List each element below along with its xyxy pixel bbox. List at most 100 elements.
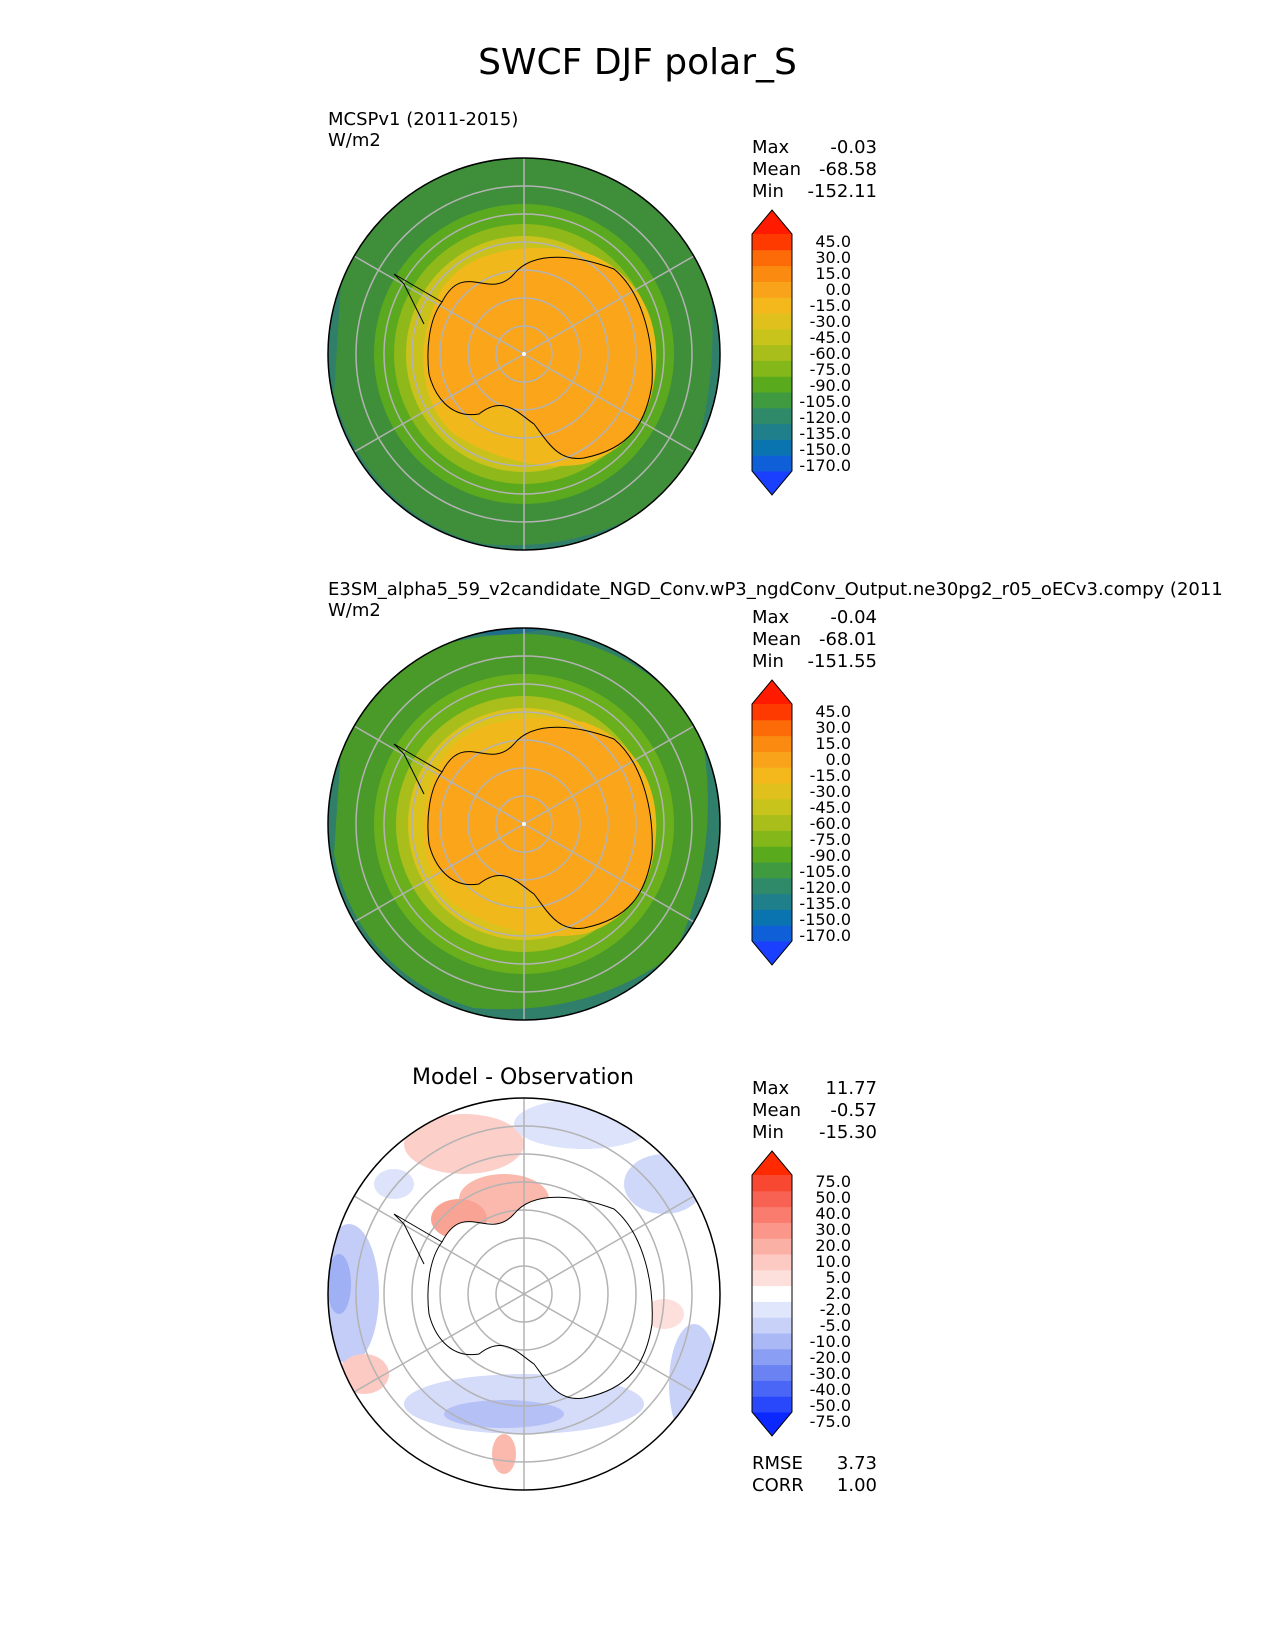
colorbar-swatch (752, 1364, 792, 1381)
min-value: -151.55 (807, 651, 877, 672)
colorbar-swatch (752, 1222, 792, 1239)
colorbar-swatch (752, 846, 792, 863)
panel-3-metrics: RMSE 3.73 CORR 1.00 (752, 1453, 877, 1497)
colorbar-tick-label: -75.0 (809, 1412, 851, 1431)
max-value: -0.04 (830, 607, 877, 628)
max-value: -0.03 (830, 137, 877, 158)
panel-2-stats: Max -0.04 Mean -68.01 Min -151.55 (752, 607, 877, 673)
colorbar-tick-label: -45.0 (809, 328, 851, 347)
panel-2-units: W/m2 (328, 600, 381, 621)
colorbar-swatch (752, 767, 792, 784)
colorbar-swatch (752, 328, 792, 346)
colorbar-tick-label: -15.0 (809, 296, 851, 315)
colorbar-swatch (752, 1254, 792, 1271)
rmse-label: RMSE (752, 1453, 803, 1474)
colorbar-swatch (752, 783, 792, 800)
colorbar-swatch (752, 719, 792, 737)
colorbar-extend-min (752, 1412, 792, 1436)
colorbar-tick-label: -10.0 (809, 1332, 851, 1351)
colorbar-tick-label: -30.0 (809, 1364, 851, 1383)
panel-1-units: W/m2 (328, 130, 381, 151)
colorbar-tick-label: -90.0 (809, 846, 851, 865)
colorbar-swatch (752, 1285, 792, 1302)
colorbar-tick-label: -15.0 (809, 766, 851, 785)
max-label: Max (752, 607, 790, 628)
colorbar-swatch (752, 1238, 792, 1255)
panel-3-title: Model - Observation (412, 1065, 634, 1090)
colorbar-swatch (752, 909, 792, 926)
colorbar-tick-label: -120.0 (799, 878, 851, 897)
colorbar-tick-label: -150.0 (799, 910, 851, 929)
panel-1-colorbar-labels: 45.0 30.0 15.0 0.0 -15.0 -30.0 -45.0 -60.0 -75.0… (795, 234, 851, 474)
colorbar-swatch (752, 1206, 792, 1223)
colorbar-swatch (752, 313, 792, 330)
min-label: Min (752, 1122, 784, 1143)
colorbar-tick-label: 75.0 (815, 1172, 851, 1191)
panel-1-stats: Max -0.03 Mean -68.58 Min -152.11 (752, 137, 877, 203)
colorbar-swatch (752, 376, 792, 393)
colorbar-swatch (752, 830, 792, 847)
colorbar-tick-label: 30.0 (815, 718, 851, 737)
max-label: Max (752, 1078, 790, 1099)
colorbar-swatch (752, 751, 792, 768)
max-label: Max (752, 137, 790, 158)
colorbar-extend-max (752, 1151, 792, 1175)
colorbar-tick-label: -105.0 (799, 392, 851, 411)
colorbar-tick-label: -30.0 (809, 782, 851, 801)
colorbar-swatch (752, 1317, 792, 1334)
colorbar-tick-label: -60.0 (809, 344, 851, 363)
colorbar-swatch (752, 234, 792, 251)
colorbar-swatch (752, 249, 792, 267)
colorbar-tick-label: -45.0 (809, 798, 851, 817)
panel-2-polar-map (327, 627, 721, 1021)
colorbar-swatch (752, 1175, 792, 1192)
corr-label: CORR (752, 1475, 804, 1496)
colorbar-swatch (752, 1269, 792, 1287)
mean-value: -0.57 (830, 1100, 877, 1121)
colorbar-tick-label: 2.0 (825, 1284, 851, 1303)
colorbar-tick-label: -20.0 (809, 1348, 851, 1367)
panel-2-title: E3SM_alpha5_59_v2candidate_NGD_Conv.wP3_… (328, 579, 1223, 621)
colorbar-tick-label: -60.0 (809, 814, 851, 833)
colorbar-swatch (752, 455, 792, 472)
colorbar-extend-min (752, 471, 792, 495)
panel-1-polar-map (327, 157, 721, 551)
colorbar-tick-label: 50.0 (815, 1188, 851, 1207)
colorbar-tick-label: -120.0 (799, 408, 851, 427)
colorbar-tick-label: 30.0 (815, 248, 851, 267)
panel-1-model-name: MCSPv1 (2011-2015) (328, 109, 519, 130)
mean-label: Mean (752, 159, 802, 180)
colorbar-tick-label: -5.0 (819, 1316, 851, 1335)
panel-1-colorbar (751, 209, 793, 496)
colorbar-tick-label: -135.0 (799, 894, 851, 913)
rmse-value: 3.73 (836, 1453, 877, 1474)
panel-3-stats: Max 11.77 Mean -0.57 Min -15.30 (752, 1078, 877, 1144)
colorbar-swatch (752, 281, 792, 298)
colorbar-tick-label: 15.0 (815, 734, 851, 753)
colorbar-swatch (752, 1348, 792, 1366)
colorbar-tick-label: -75.0 (809, 830, 851, 849)
colorbar-tick-label: -170.0 (799, 456, 851, 475)
colorbar-swatch (752, 1190, 792, 1208)
colorbar-tick-label: -2.0 (819, 1300, 851, 1319)
colorbar-swatch (752, 407, 792, 425)
max-value: 11.77 (825, 1078, 877, 1099)
colorbar-outline (751, 679, 793, 966)
corr-value: 1.00 (836, 1475, 877, 1496)
colorbar-tick-label: -40.0 (809, 1380, 851, 1399)
colorbar-swatch (752, 862, 792, 879)
colorbar-tick-label: -105.0 (799, 862, 851, 881)
colorbar-swatch (752, 925, 792, 942)
colorbar-tick-label: -75.0 (809, 360, 851, 379)
panel-3-polar-map (327, 1097, 721, 1491)
mean-value: -68.58 (818, 159, 877, 180)
colorbar-tick-label: 45.0 (815, 232, 851, 251)
colorbar-tick-label: 0.0 (825, 280, 851, 299)
colorbar-swatch (752, 297, 792, 314)
colorbar-outline (751, 1150, 793, 1437)
colorbar-swatch (752, 735, 792, 752)
colorbar-tick-label: -170.0 (799, 926, 851, 945)
colorbar-swatch (752, 877, 792, 895)
panel-3-colorbar (751, 1150, 793, 1437)
colorbar-tick-label: 30.0 (815, 1220, 851, 1239)
